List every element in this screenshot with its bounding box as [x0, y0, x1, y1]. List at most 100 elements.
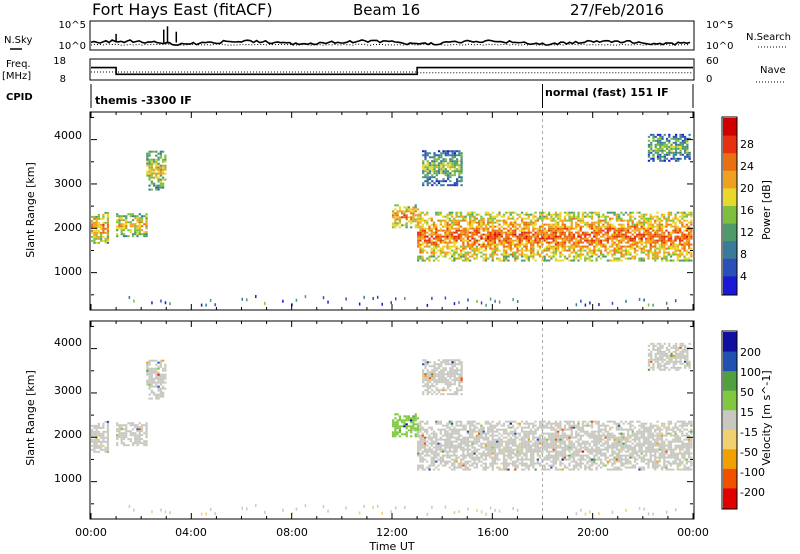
velocity-cell — [505, 420, 508, 423]
power-cell — [462, 215, 465, 218]
power-cell — [669, 255, 673, 258]
power-cell — [516, 299, 519, 303]
velocity-cell — [525, 436, 528, 439]
power-cell — [151, 301, 153, 305]
power-cell — [649, 219, 652, 222]
velocity-cell — [448, 460, 451, 463]
power-cell — [131, 215, 135, 218]
velocity-cell — [95, 432, 98, 435]
power-cell — [588, 215, 591, 218]
power-cell — [446, 215, 449, 218]
velocity-cell — [450, 434, 454, 437]
velocity-cell — [487, 428, 490, 431]
velocity-cell — [590, 452, 594, 455]
power-cell — [423, 233, 427, 236]
power-cell — [687, 239, 691, 242]
power-cell — [430, 233, 433, 236]
power-cell — [663, 231, 666, 234]
velocity-cell — [620, 426, 623, 429]
power-cell — [606, 239, 609, 242]
velocity-cell — [136, 434, 139, 437]
power-cell — [667, 251, 670, 254]
power-cell — [570, 223, 573, 226]
power-cell — [475, 245, 479, 248]
power-cell — [416, 218, 420, 221]
power-cell — [631, 219, 634, 222]
noise-left-tick-top: 10^5 — [59, 20, 86, 31]
velocity-cell — [482, 430, 485, 433]
power-cell — [656, 151, 660, 154]
velocity-cell — [437, 438, 440, 441]
power-cell — [677, 159, 680, 162]
power-cell — [421, 211, 424, 214]
velocity-cell — [161, 393, 165, 396]
velocity-cell — [538, 446, 542, 449]
power-cell — [604, 227, 607, 230]
velocity-cell — [511, 452, 515, 455]
power-cell — [433, 164, 436, 167]
power-cell — [102, 227, 105, 230]
power-cell — [444, 174, 447, 177]
power-cell — [685, 257, 688, 260]
power-cell — [676, 237, 679, 240]
power-cell — [246, 298, 248, 302]
power-cell — [559, 225, 562, 228]
power-cell — [534, 237, 537, 240]
power-cell — [491, 253, 494, 256]
power-cell — [645, 231, 648, 234]
power-cell — [448, 227, 451, 230]
velocity-cell — [516, 460, 519, 463]
power-cell — [426, 164, 429, 167]
power-cell — [602, 253, 605, 256]
power-cell — [525, 213, 528, 216]
power-cell — [548, 255, 551, 258]
power-cell — [128, 295, 131, 299]
power-cell — [595, 213, 598, 216]
power-cell — [602, 229, 605, 232]
power-cell — [435, 170, 438, 173]
power-cell — [394, 224, 397, 227]
velocity-cell — [520, 430, 524, 433]
power-cell — [647, 255, 650, 258]
power-cell — [620, 233, 623, 236]
power-cell — [672, 137, 675, 140]
power-cell — [668, 145, 671, 148]
velocity-cell — [152, 379, 156, 382]
power-cell — [525, 257, 528, 260]
power-cell — [159, 154, 162, 157]
velocity-cell — [554, 424, 558, 427]
velocity-cell — [448, 436, 451, 439]
power-cell — [674, 147, 678, 150]
power-cell — [511, 217, 515, 220]
velocity-cell — [563, 444, 567, 447]
velocity-cell — [482, 438, 485, 441]
power-cell — [557, 217, 560, 220]
power-cell — [538, 217, 542, 220]
power-cell — [661, 141, 664, 144]
power-cell — [570, 235, 573, 238]
velocity-cell — [419, 420, 422, 423]
power-cell — [143, 215, 146, 218]
velocity-cell — [102, 430, 105, 433]
velocity-cell — [595, 440, 598, 443]
power-cell — [489, 221, 492, 224]
velocity-cell — [455, 424, 458, 427]
power-cell — [414, 226, 417, 229]
power-cell — [615, 245, 619, 248]
power-cell — [487, 211, 490, 214]
power-cell — [563, 255, 567, 258]
power-cell — [652, 137, 655, 140]
power-cell — [595, 253, 598, 256]
velocity-cell — [532, 444, 535, 447]
power-cell — [599, 235, 603, 238]
power-cell — [581, 245, 585, 248]
power-cell — [613, 211, 616, 214]
velocity-cell — [566, 448, 569, 451]
power-cell — [152, 184, 156, 187]
velocity-cell — [586, 456, 589, 459]
velocity-cell — [106, 448, 110, 451]
power-cell — [396, 212, 399, 215]
power-cell — [665, 219, 668, 222]
power-cell — [487, 223, 490, 226]
power-cell — [543, 211, 546, 214]
